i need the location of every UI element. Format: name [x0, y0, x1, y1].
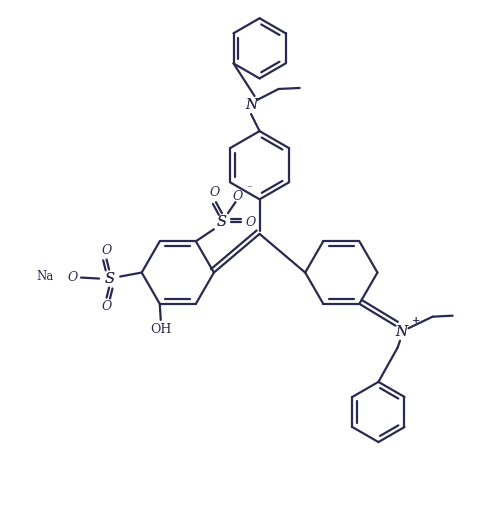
Text: S: S: [104, 271, 114, 285]
Text: ⁻: ⁻: [246, 184, 252, 194]
Text: O: O: [102, 300, 112, 313]
Text: OH: OH: [150, 323, 171, 336]
Text: O: O: [68, 271, 78, 284]
Text: S: S: [104, 271, 114, 285]
Text: O: O: [209, 185, 219, 198]
Text: +: +: [411, 316, 420, 325]
Text: N: N: [245, 98, 257, 112]
Text: S: S: [217, 215, 227, 229]
Text: N: N: [245, 98, 257, 112]
Text: N: N: [396, 325, 408, 339]
Text: S: S: [104, 271, 114, 285]
Text: N: N: [245, 98, 257, 112]
Text: N: N: [396, 325, 408, 339]
Text: Na: Na: [37, 270, 54, 283]
Text: +: +: [411, 316, 420, 325]
Text: O: O: [233, 190, 243, 203]
Text: S: S: [217, 215, 227, 229]
Text: O: O: [246, 215, 256, 229]
Text: N: N: [395, 325, 408, 339]
Text: S: S: [217, 215, 227, 229]
Text: O: O: [102, 244, 112, 257]
